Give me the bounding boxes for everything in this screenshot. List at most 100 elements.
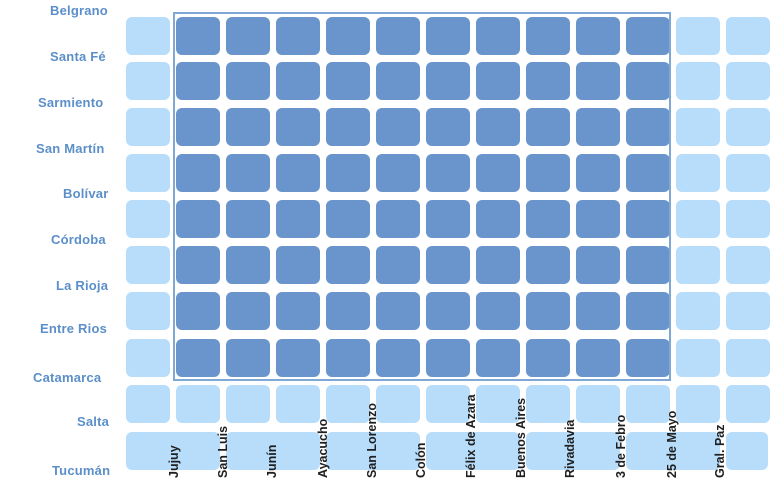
highlighted-city-block — [276, 292, 320, 330]
city-block — [226, 432, 320, 470]
street-label-san-luis: San Luis — [216, 425, 230, 478]
highlighted-city-block — [226, 292, 270, 330]
highlighted-city-block — [626, 108, 670, 146]
highlighted-city-block — [226, 246, 270, 284]
city-block — [426, 385, 470, 423]
highlighted-city-block — [626, 200, 670, 238]
highlighted-city-block — [376, 292, 420, 330]
city-block — [726, 17, 770, 55]
city-block — [126, 154, 170, 192]
highlighted-city-block — [176, 62, 220, 100]
street-label-sarmiento: Sarmiento — [38, 95, 104, 110]
highlighted-city-block — [626, 292, 670, 330]
street-label-tucuman: Tucumán — [52, 463, 111, 478]
highlighted-city-block — [326, 339, 370, 377]
street-label-jujuy: Jujuy — [167, 445, 181, 478]
highlighted-city-block — [326, 292, 370, 330]
city-block — [726, 432, 768, 470]
street-label-colon: Colón — [414, 442, 428, 478]
highlighted-city-block — [326, 200, 370, 238]
highlighted-city-block — [576, 62, 620, 100]
city-block — [726, 154, 770, 192]
highlighted-city-block — [626, 154, 670, 192]
highlighted-city-block — [526, 62, 570, 100]
city-block — [326, 432, 420, 470]
highlighted-city-block — [426, 17, 470, 55]
city-block — [676, 108, 720, 146]
highlighted-city-block — [376, 200, 420, 238]
highlighted-city-block — [376, 17, 420, 55]
city-block — [576, 385, 620, 423]
highlighted-city-block — [576, 17, 620, 55]
street-label-gral-paz: Gral. Paz — [713, 424, 727, 479]
city-block — [476, 385, 520, 423]
street-label-3-de-febro: 3 de Febro — [614, 414, 628, 478]
street-label-rivadavia: Rivadavia — [563, 419, 577, 478]
highlighted-city-block — [276, 108, 320, 146]
highlighted-city-block — [426, 200, 470, 238]
city-block — [726, 292, 770, 330]
street-label-ayacucho: Ayacucho — [316, 418, 330, 478]
city-block — [726, 246, 770, 284]
city-block — [126, 385, 170, 423]
highlighted-city-block — [426, 154, 470, 192]
city-block — [376, 385, 420, 423]
street-label-25-de-mayo: 25 de Mayo — [665, 410, 679, 478]
city-block — [126, 292, 170, 330]
highlighted-city-block — [276, 200, 320, 238]
city-block — [126, 200, 170, 238]
highlighted-city-block — [626, 17, 670, 55]
city-block — [176, 385, 220, 423]
city-block — [676, 200, 720, 238]
highlighted-city-block — [176, 200, 220, 238]
street-label-buenos-aires: Buenos Aires — [514, 397, 528, 478]
highlighted-city-block — [626, 62, 670, 100]
highlighted-city-block — [176, 292, 220, 330]
highlighted-city-block — [226, 108, 270, 146]
city-block — [426, 432, 520, 470]
street-label-belgrano: Belgrano — [50, 3, 108, 18]
highlighted-city-block — [376, 62, 420, 100]
highlighted-city-block — [426, 292, 470, 330]
highlighted-city-block — [326, 154, 370, 192]
street-label-catamarca: Catamarca — [33, 370, 102, 385]
city-block — [676, 62, 720, 100]
city-block — [726, 339, 770, 377]
city-block — [726, 385, 770, 423]
street-label-felix-de-azara: Félix de Azara — [464, 394, 478, 478]
highlighted-city-block — [326, 17, 370, 55]
highlighted-city-block — [526, 108, 570, 146]
city-block — [676, 385, 720, 423]
highlighted-city-block — [326, 108, 370, 146]
highlighted-city-block — [526, 246, 570, 284]
highlighted-city-block — [226, 339, 270, 377]
street-label-salta: Salta — [77, 414, 110, 429]
highlighted-city-block — [176, 339, 220, 377]
city-block — [326, 385, 370, 423]
city-block — [676, 292, 720, 330]
highlighted-city-block — [476, 108, 520, 146]
street-label-cordoba: Córdoba — [51, 232, 106, 247]
highlighted-city-block — [176, 246, 220, 284]
highlighted-city-block — [576, 200, 620, 238]
city-block — [526, 385, 570, 423]
highlighted-city-block — [526, 154, 570, 192]
highlighted-city-block — [626, 246, 670, 284]
highlighted-city-block — [426, 246, 470, 284]
highlighted-city-block — [276, 154, 320, 192]
city-block — [726, 108, 770, 146]
highlighted-city-block — [276, 246, 320, 284]
highlighted-city-block — [226, 62, 270, 100]
highlighted-city-block — [476, 154, 520, 192]
highlighted-city-block — [476, 200, 520, 238]
highlighted-city-block — [476, 62, 520, 100]
highlighted-city-block — [526, 339, 570, 377]
street-label-san-lorenzo: San Lorenzo — [365, 402, 379, 478]
city-block — [676, 154, 720, 192]
highlighted-city-block — [526, 292, 570, 330]
highlighted-city-block — [476, 292, 520, 330]
street-label-bolivar: Bolívar — [63, 186, 109, 201]
city-block — [126, 17, 170, 55]
highlighted-city-block — [576, 339, 620, 377]
